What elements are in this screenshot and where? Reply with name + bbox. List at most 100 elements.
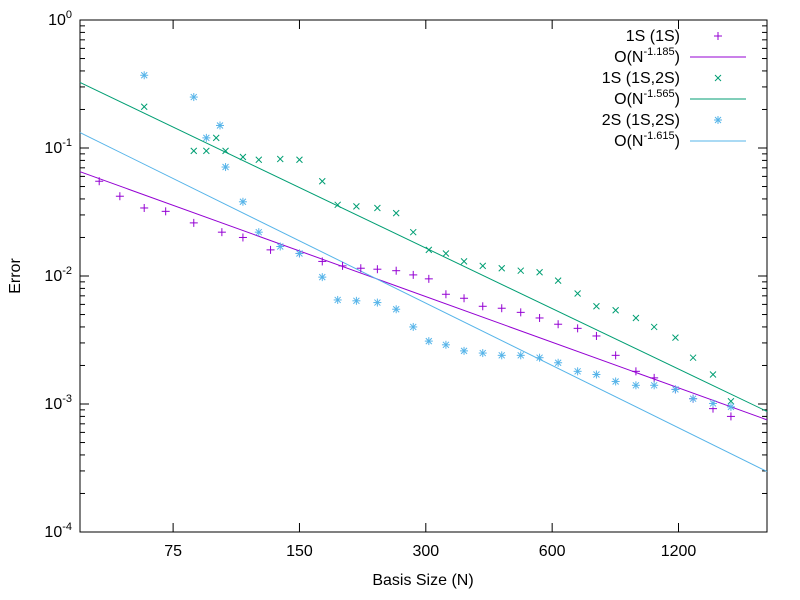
star-stroke-b bbox=[255, 228, 263, 236]
x-data-point bbox=[202, 147, 210, 155]
plus-data-point bbox=[424, 274, 433, 283]
star-data-point bbox=[318, 273, 327, 282]
star-stroke-b bbox=[334, 296, 342, 304]
plus-data-point bbox=[338, 261, 347, 270]
y-tick-label: 100 bbox=[48, 9, 72, 29]
y-tick-label: 10-2 bbox=[44, 265, 72, 285]
x-data-point bbox=[222, 147, 229, 155]
y-tick-label: 10-4 bbox=[44, 521, 72, 541]
x-data-point bbox=[409, 228, 417, 236]
x-data-point bbox=[672, 334, 679, 341]
star-data-point bbox=[254, 228, 263, 237]
star-stroke-b bbox=[460, 347, 468, 355]
x-stroke-b bbox=[714, 74, 722, 82]
x-data-point bbox=[276, 155, 284, 163]
star-stroke-b bbox=[202, 134, 210, 142]
plus-data-point bbox=[373, 265, 382, 274]
x-data-point bbox=[554, 277, 562, 284]
x-stroke-b bbox=[374, 204, 381, 212]
star-data-point bbox=[497, 351, 506, 360]
star-data-point bbox=[238, 197, 247, 206]
x-stroke-b bbox=[202, 147, 210, 155]
x-stroke-b bbox=[392, 209, 400, 217]
star-data-point bbox=[441, 340, 450, 349]
star-stroke-b bbox=[536, 354, 543, 362]
x-stroke-b bbox=[212, 134, 220, 142]
x-data-point bbox=[460, 258, 468, 265]
star-data-point bbox=[276, 242, 285, 251]
x-data-point bbox=[374, 204, 381, 212]
x-data-point bbox=[212, 134, 220, 142]
x-data-point bbox=[425, 246, 433, 254]
x-stroke-b bbox=[517, 267, 525, 275]
star-stroke-b bbox=[140, 71, 148, 79]
star-stroke-b bbox=[593, 371, 600, 378]
plus-data-point bbox=[161, 207, 170, 216]
star-stroke-b bbox=[479, 349, 487, 357]
star-stroke-b bbox=[353, 297, 360, 305]
legend-label: 2S (1S,2S) bbox=[602, 112, 680, 129]
x-data-point bbox=[334, 201, 342, 209]
plus-data-point bbox=[392, 266, 401, 275]
x-stroke-b bbox=[334, 201, 342, 209]
legend-marker-sample bbox=[714, 74, 722, 82]
x-stroke-b bbox=[239, 153, 247, 161]
plus-data-point bbox=[460, 294, 469, 303]
star-stroke-b bbox=[554, 359, 562, 367]
x-data-point bbox=[479, 262, 487, 270]
x-data-point bbox=[517, 267, 525, 275]
plus-data-point bbox=[497, 304, 506, 313]
plus-data-point bbox=[266, 245, 275, 254]
plus-data-point bbox=[631, 367, 640, 376]
x-data-point bbox=[709, 371, 717, 378]
fit-line--1.185 bbox=[79, 171, 768, 421]
x-data-point bbox=[140, 103, 148, 111]
plus-data-point bbox=[554, 320, 563, 329]
star-stroke-b bbox=[574, 367, 581, 375]
star-data-point bbox=[573, 367, 582, 376]
star-data-point bbox=[221, 163, 230, 172]
x-stroke-b bbox=[593, 302, 600, 310]
plus-data-point bbox=[217, 228, 226, 237]
star-data-point bbox=[352, 296, 361, 305]
star-data-point bbox=[460, 346, 469, 355]
x-stroke-b bbox=[425, 246, 433, 254]
star-data-point bbox=[708, 399, 717, 408]
plus-data-point bbox=[650, 373, 659, 382]
x-tick-label: 150 bbox=[286, 543, 313, 560]
star-stroke-b bbox=[632, 381, 640, 389]
star-stroke-b bbox=[239, 198, 247, 206]
x-stroke-b bbox=[709, 371, 717, 378]
plus-data-point bbox=[516, 308, 525, 317]
x-stroke-b bbox=[689, 354, 697, 362]
x-data-point bbox=[689, 354, 697, 362]
x-stroke-b bbox=[296, 156, 303, 164]
star-data-point bbox=[689, 394, 698, 403]
plus-data-point bbox=[95, 177, 104, 186]
star-data-point bbox=[140, 71, 149, 80]
x-stroke-b bbox=[727, 397, 735, 405]
x-stroke-b bbox=[409, 228, 417, 236]
star-stroke-b bbox=[714, 116, 722, 124]
star-data-point bbox=[392, 305, 401, 314]
fit-lines bbox=[79, 82, 768, 472]
x-stroke-b bbox=[498, 264, 506, 272]
plus-data-point bbox=[611, 351, 620, 360]
plus-data-point bbox=[409, 270, 418, 279]
x-stroke-b bbox=[479, 262, 487, 270]
x-stroke-b bbox=[554, 277, 562, 284]
legend-label: O(N-1.185) bbox=[614, 46, 680, 66]
x-tick-label: 75 bbox=[164, 543, 182, 560]
x-tick-label: 300 bbox=[412, 543, 439, 560]
plus-data-point bbox=[140, 203, 149, 212]
x-data-point bbox=[727, 397, 735, 405]
x-data-point bbox=[574, 290, 581, 297]
star-stroke-b bbox=[650, 381, 658, 389]
star-stroke-b bbox=[689, 395, 697, 403]
x-stroke-b bbox=[276, 155, 284, 163]
legend-label: O(N-1.615) bbox=[614, 130, 680, 150]
x-data-point bbox=[392, 209, 400, 217]
star-data-point bbox=[202, 133, 211, 142]
y-axis-label: Error bbox=[7, 258, 24, 294]
